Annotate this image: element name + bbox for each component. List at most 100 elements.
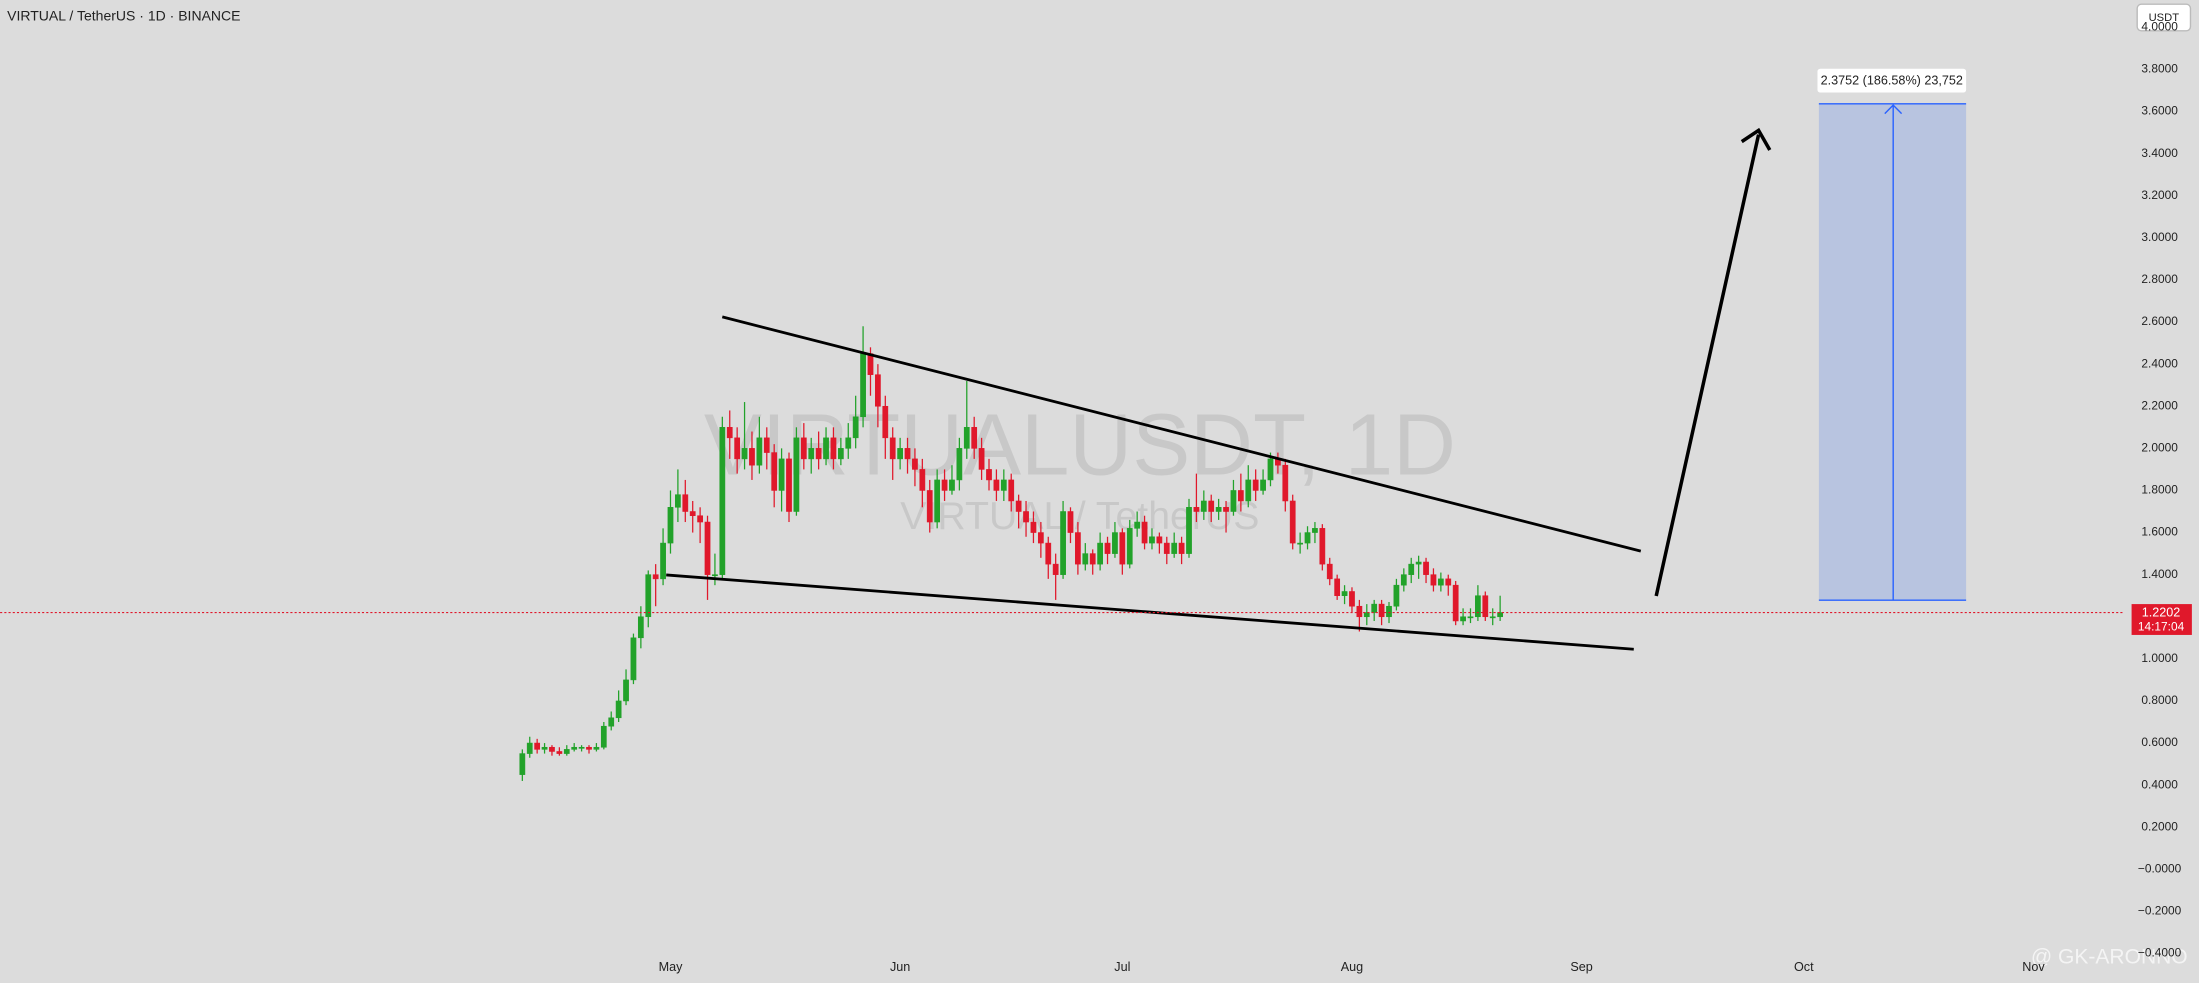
candle-body (667, 507, 674, 544)
countdown-label: 14:17:04 (2138, 619, 2185, 633)
y-tick-label: 0.6000 (2141, 735, 2178, 749)
candle-body (1267, 458, 1274, 481)
candle-body (778, 458, 785, 491)
y-tick-label: 2.0000 (2141, 440, 2178, 454)
y-tick-label: 4.0000 (2141, 20, 2178, 34)
y-tick-label: 1.6000 (2141, 525, 2178, 539)
candle-body (1060, 511, 1066, 575)
plot (519, 326, 1503, 781)
x-tick-label: Jul (1114, 960, 1130, 974)
candle-body (1075, 532, 1081, 565)
candle-body (1482, 595, 1489, 618)
candle-body (1393, 584, 1400, 607)
candle-body (934, 479, 941, 523)
candle-body (971, 427, 978, 449)
y-tick-label: 3.0000 (2141, 230, 2178, 244)
candle-body (1104, 542, 1111, 554)
currency-label[interactable]: USDT (2149, 12, 2180, 24)
candle-body (889, 437, 896, 460)
candle-body (1378, 603, 1385, 618)
candle-body (719, 427, 726, 575)
candle-body (786, 458, 792, 512)
candle-body (1193, 507, 1200, 512)
candle-body (1141, 521, 1148, 544)
candle-body (1015, 500, 1022, 512)
candle-body (630, 637, 637, 681)
candle-body (1037, 532, 1044, 544)
candle-body (1319, 528, 1326, 565)
candle-body (682, 494, 689, 512)
candle-body (1252, 479, 1259, 491)
candle-body (1260, 479, 1266, 491)
currency-box[interactable] (2136, 3, 2192, 32)
candle-body (1149, 536, 1155, 544)
watermark-subtitle: VIRTUAL / TetherUS (900, 494, 1259, 538)
candle-body (1208, 500, 1215, 512)
candle-body (1282, 464, 1289, 502)
candle-body (986, 469, 992, 481)
candle-body (749, 448, 755, 466)
candle-body (571, 746, 578, 750)
candle-body (1326, 563, 1333, 580)
candle-body (1341, 591, 1348, 596)
candle-body (519, 753, 526, 775)
y-tick-label: 2.4000 (2141, 356, 2178, 370)
candle-body (808, 448, 815, 460)
measure-arrow (1884, 104, 1903, 115)
candle-body (734, 437, 741, 460)
candle-body (704, 521, 711, 575)
candle-body (830, 437, 837, 460)
candle-body (800, 437, 807, 460)
candle-body (615, 700, 622, 719)
candle-body (1067, 511, 1074, 533)
candle-body (1423, 561, 1429, 575)
candle-body (712, 574, 718, 577)
x-tick-label: Aug (1341, 960, 1363, 974)
candle-body (956, 448, 963, 481)
candle-body (652, 574, 659, 580)
projection-arrow (1654, 134, 1761, 597)
y-tick-label: 3.8000 (2141, 62, 2178, 76)
candle-body (1371, 603, 1378, 613)
candle-body (549, 746, 555, 752)
candle-body (637, 616, 644, 639)
candle-body (660, 542, 666, 580)
watermark-title: VIRTUALUSDT, 1D (704, 397, 1456, 494)
candle-body (1386, 605, 1392, 618)
candle-body (645, 574, 652, 618)
candle-body (1497, 612, 1503, 618)
candle-body (1082, 553, 1089, 565)
measure-label: 2.3752 (186.58%) 23,752 (1821, 74, 1963, 88)
candle-body (1178, 542, 1185, 554)
candle-body (526, 742, 533, 754)
candle-body (1430, 574, 1437, 586)
candle-body (1334, 578, 1341, 596)
candle-body (1312, 528, 1318, 533)
candle-body (1089, 553, 1096, 565)
x-tick-label: Sep (1570, 960, 1592, 974)
candle-body (993, 479, 1000, 491)
candle-body (1230, 490, 1237, 512)
y-tick-label: 3.4000 (2141, 146, 2178, 160)
candle-body (1045, 542, 1052, 565)
candle-body (1460, 616, 1466, 622)
candle-body (586, 746, 592, 750)
candle-body (963, 427, 970, 449)
candle-body (1119, 532, 1126, 565)
candle-body (1097, 542, 1103, 565)
candle-body (756, 437, 763, 466)
candle-body (541, 746, 548, 750)
arrow-head (1740, 127, 1772, 151)
candle-body (1304, 532, 1311, 544)
candle-body (1186, 507, 1192, 554)
candle-body (741, 448, 748, 460)
candle-body (1112, 532, 1118, 554)
candle-body (1200, 500, 1207, 512)
candle-body (1023, 511, 1029, 523)
candle-body (1156, 536, 1163, 544)
candle-body (593, 746, 600, 750)
candle-body (897, 448, 903, 460)
candle-body (1437, 578, 1444, 586)
candle-body (1171, 542, 1178, 554)
